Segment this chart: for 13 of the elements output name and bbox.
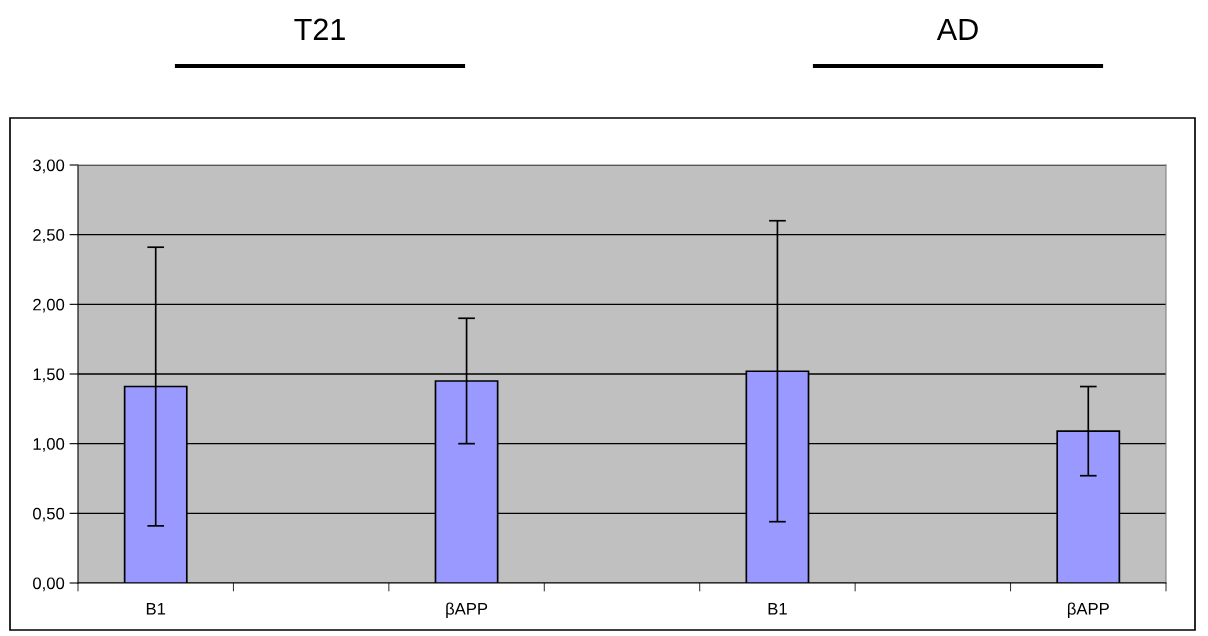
y-tick-label: 1,00 [33, 438, 65, 452]
y-tick-label: 2,00 [33, 298, 65, 313]
x-tick-label: βAPP [1067, 602, 1109, 618]
y-tick-label: 3,00 [33, 159, 65, 174]
x-tick-label: βAPP [446, 602, 488, 618]
y-tick-label: 1,50 [33, 368, 65, 383]
y-tick-label: 2,50 [33, 229, 65, 243]
x-tick-label: B1 [768, 603, 787, 615]
x-tick-label: B1 [146, 603, 166, 615]
y-tick-label: 0,50 [33, 507, 65, 522]
y-tick-label: 0,00 [33, 577, 65, 592]
text: AD [936, 18, 978, 40]
text: T21 [294, 18, 345, 40]
